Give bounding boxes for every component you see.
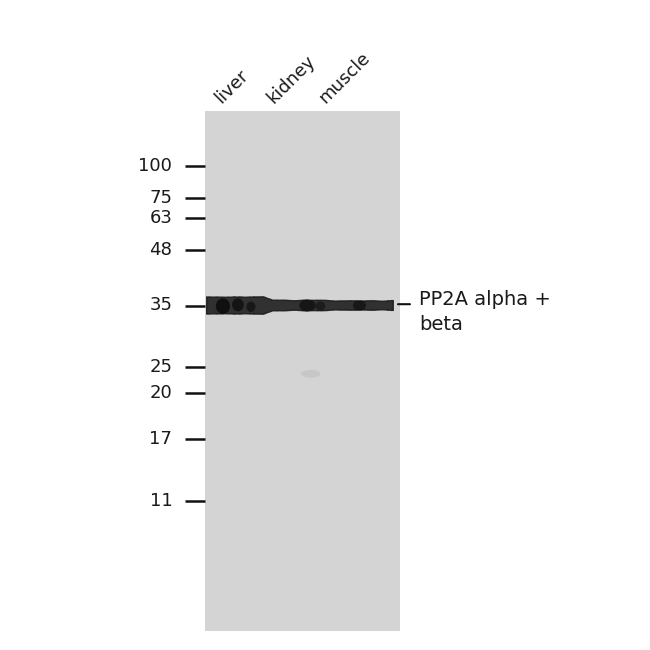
Ellipse shape: [316, 302, 326, 311]
Text: 17: 17: [150, 430, 172, 448]
Text: 75: 75: [150, 189, 172, 207]
Text: 35: 35: [150, 296, 172, 315]
Ellipse shape: [299, 300, 316, 311]
Text: 25: 25: [150, 358, 172, 376]
Ellipse shape: [353, 300, 366, 311]
Ellipse shape: [246, 302, 255, 312]
Ellipse shape: [216, 298, 230, 314]
Ellipse shape: [301, 370, 320, 378]
Text: 20: 20: [150, 384, 172, 402]
Text: PP2A alpha +
beta: PP2A alpha + beta: [419, 290, 551, 334]
Ellipse shape: [232, 298, 244, 311]
Text: kidney: kidney: [263, 52, 318, 107]
Text: 63: 63: [150, 209, 172, 227]
Text: 100: 100: [138, 157, 172, 175]
Text: muscle: muscle: [315, 49, 374, 107]
Bar: [205, 111, 400, 630]
Text: liver: liver: [211, 66, 252, 107]
Polygon shape: [207, 297, 393, 314]
Text: 11: 11: [150, 491, 172, 510]
Text: 48: 48: [150, 241, 172, 259]
